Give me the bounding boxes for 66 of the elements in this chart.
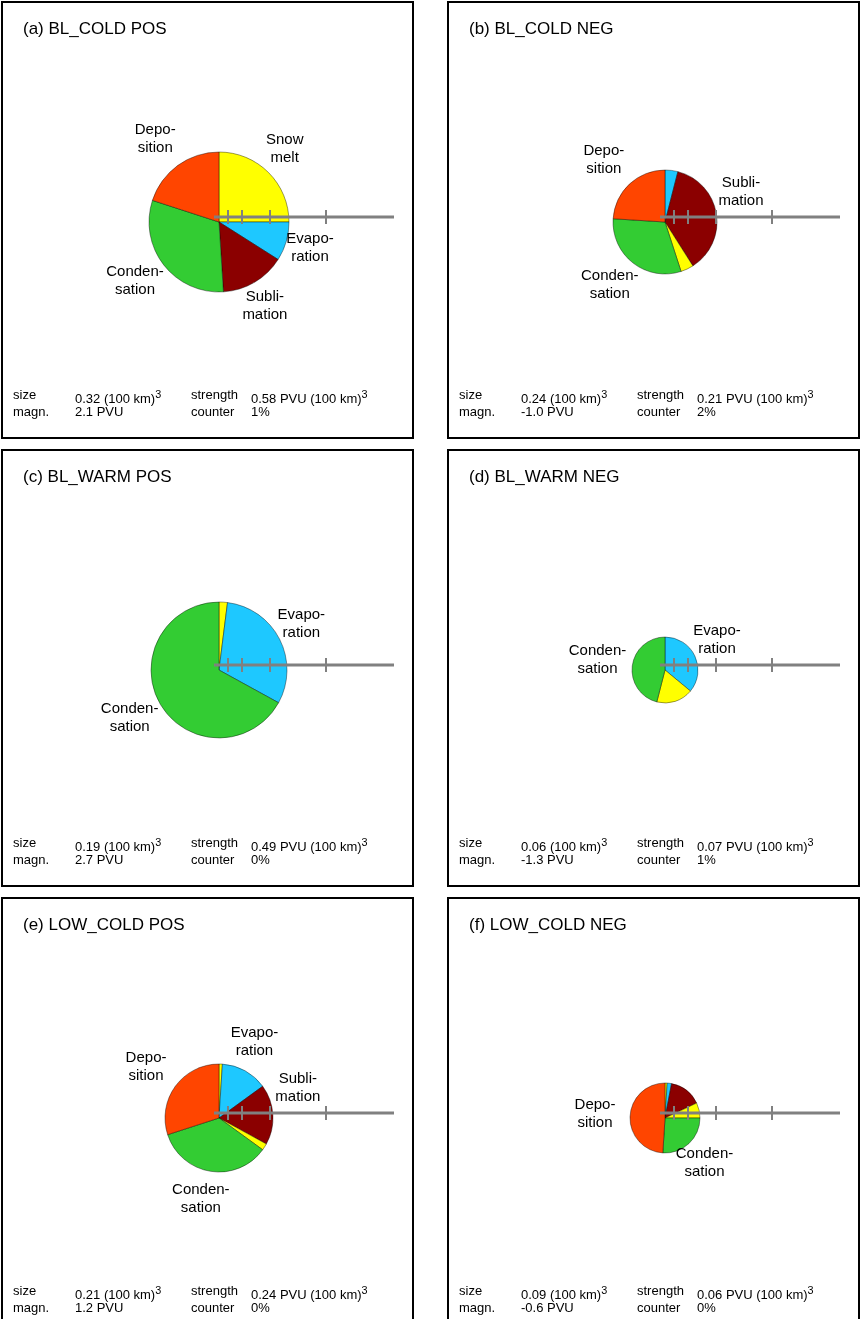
slice-label: Snow melt xyxy=(265,129,304,165)
text: counter xyxy=(637,404,681,419)
chart-title: (e) LOW_COLD POS xyxy=(23,915,185,935)
text: strength xyxy=(191,1283,238,1298)
chart-title: (b) BL_COLD NEG xyxy=(469,19,614,39)
slice-label: Subli-mation xyxy=(275,1068,321,1104)
text: strength xyxy=(637,835,684,850)
text: counter xyxy=(191,1300,235,1315)
text: 0.07 PVU (100 km)$^{3}$ xyxy=(697,835,814,855)
text: size xyxy=(13,1283,37,1298)
text: 1% xyxy=(697,852,716,867)
slice-label: Conden-sation xyxy=(568,640,627,676)
text: magn. xyxy=(13,852,50,867)
text: 2% xyxy=(697,404,716,419)
text: 0.21 PVU (100 km)$^{3}$ xyxy=(697,387,814,407)
slice-label: Depo-sition xyxy=(134,119,176,155)
slice-label: Conden-sation xyxy=(675,1143,734,1179)
text: size xyxy=(459,1283,483,1298)
slice-label: Depo-sition xyxy=(583,140,625,176)
text: counter xyxy=(637,1300,681,1315)
text: 0.32 (100 km)$^{3}$ xyxy=(75,387,162,407)
text: 0.06 (100 km)$^{3}$ xyxy=(521,835,608,855)
slice-label: Evapo-ration xyxy=(286,228,334,264)
text: strength xyxy=(637,1283,684,1298)
text: magn. xyxy=(13,404,50,419)
text: strength xyxy=(191,835,238,850)
slice-label: Depo-sition xyxy=(574,1094,616,1130)
text: magn. xyxy=(13,1300,50,1315)
text: 1% xyxy=(251,404,270,419)
chart-title: (c) BL_WARM POS xyxy=(23,467,172,487)
slice-label: Conden-sation xyxy=(106,261,164,297)
text: 0.24 (100 km)$^{3}$ xyxy=(521,387,608,407)
text: 0.21 (100 km)$^{3}$ xyxy=(75,1283,162,1303)
text: size xyxy=(13,835,37,850)
slice-label: Evapo-ration xyxy=(693,620,741,656)
text: 0% xyxy=(697,1300,716,1315)
text: strength xyxy=(637,387,684,402)
text: 0% xyxy=(251,1300,270,1315)
text: size xyxy=(13,387,37,402)
chart-title: (f) LOW_COLD NEG xyxy=(469,915,627,935)
chart-title: (d) BL_WARM NEG xyxy=(469,467,620,487)
text: counter xyxy=(191,852,235,867)
text: magn. xyxy=(459,404,496,419)
text: 0% xyxy=(251,852,270,867)
slice-label: Conden-sation xyxy=(100,698,159,734)
text: size xyxy=(459,835,483,850)
chart-title: (a) BL_COLD POS xyxy=(23,19,167,39)
text: strength xyxy=(191,387,238,402)
text: 0.24 PVU (100 km)$^{3}$ xyxy=(251,1283,368,1303)
slice-label: Evapo-ration xyxy=(277,604,326,640)
slice-label: Subli-mation xyxy=(718,172,764,208)
slice-label: Conden-sation xyxy=(172,1179,230,1215)
text: counter xyxy=(637,852,681,867)
text: 0.49 PVU (100 km)$^{3}$ xyxy=(251,835,368,855)
text: counter xyxy=(191,404,235,419)
text: 0.19 (100 km)$^{3}$ xyxy=(75,835,162,855)
text: magn. xyxy=(459,1300,496,1315)
text: 0.58 PVU (100 km)$^{3}$ xyxy=(251,387,368,407)
slice-label: Subli-mation xyxy=(242,286,288,322)
text: 0.09 (100 km)$^{3}$ xyxy=(521,1283,608,1303)
text: 0.06 PVU (100 km)$^{3}$ xyxy=(697,1283,814,1303)
text: magn. xyxy=(459,852,496,867)
slice-label: Conden-sation xyxy=(580,265,639,301)
slice-label: Depo-sition xyxy=(125,1047,167,1083)
text: size xyxy=(459,387,483,402)
slice-label: Evapo-ration xyxy=(230,1022,279,1058)
